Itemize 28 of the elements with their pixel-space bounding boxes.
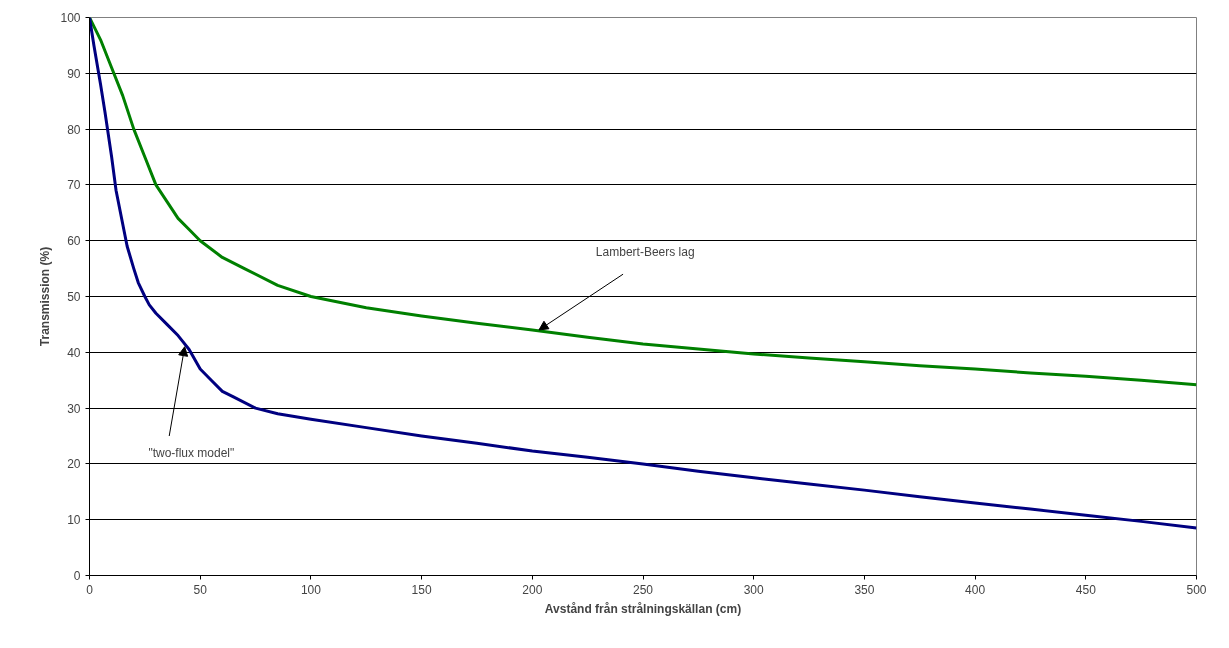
y-tick-label: 20 (67, 457, 81, 472)
y-tick-label: 0 (73, 569, 81, 583)
y-tick-label: 60 (67, 234, 81, 249)
y-tick-label: 30 (67, 401, 81, 416)
x-tick-label: 50 (193, 582, 208, 597)
x-tick-label: 100 (300, 582, 322, 597)
annotation: Lambert-Beers lag (595, 244, 695, 259)
y-tick-label: 10 (67, 513, 81, 528)
x-tick-label: 0 (86, 582, 94, 597)
y-tick-label: 70 (67, 178, 81, 193)
y-tick-label: 40 (67, 345, 81, 360)
x-axis-title: Avstånd från strålningskällan (cm) (544, 601, 742, 616)
line-series (89, 17, 1197, 387)
x-tick-label: 300 (743, 582, 765, 597)
line-series (89, 17, 1197, 530)
y-tick-label: 80 (67, 122, 81, 137)
y-tick-label: 90 (67, 66, 81, 81)
annotation: "two-flux model" (148, 445, 235, 460)
x-tick-label: 450 (1075, 582, 1097, 597)
x-tick-label: 500 (1186, 582, 1207, 597)
y-tick-label: 100 (60, 11, 81, 25)
y-axis-title: Transmission (%) (38, 246, 53, 347)
x-tick-label: 150 (411, 582, 432, 597)
y-tick-label: 50 (67, 290, 81, 304)
x-tick-label: 400 (965, 582, 986, 597)
x-tick-label: 200 (522, 582, 543, 597)
x-tick-label: 250 (632, 582, 654, 597)
x-tick-label: 350 (854, 582, 875, 597)
